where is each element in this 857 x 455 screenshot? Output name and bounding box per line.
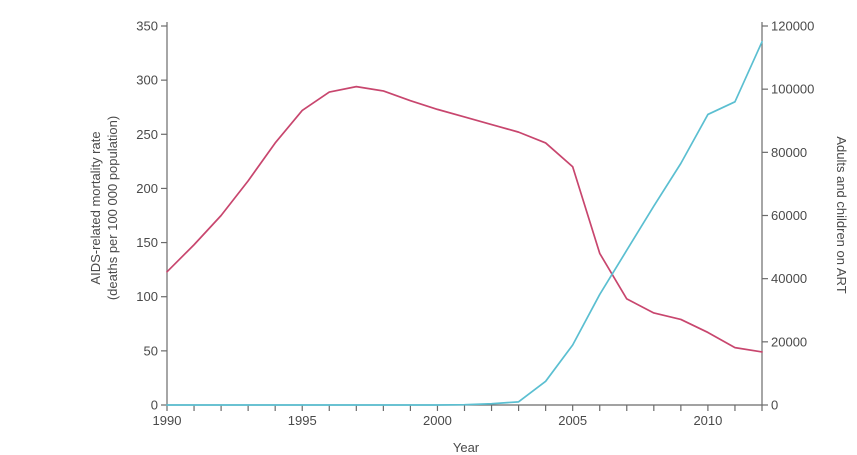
- left-y-tick-label: 200: [136, 181, 158, 196]
- left-y-axis-title-line2: (deaths per 100 000 population): [105, 116, 120, 300]
- art-series-line: [166, 40, 763, 406]
- left-y-tick-label: 50: [144, 343, 158, 358]
- left-y-axis-title-line1: AIDS-related mortality rate: [88, 131, 103, 284]
- series: [166, 40, 763, 406]
- x-tick-label: 2005: [558, 413, 587, 428]
- right-y-tick-label: 0: [771, 398, 778, 413]
- ticks: 0 50 100 150 200 250 300 350 0 20000 40000 60000 800…: [136, 19, 814, 429]
- right-y-axis-title: Adults and children on ART: [834, 136, 849, 293]
- mortality-series-line: [166, 85, 763, 353]
- x-tick-label: 1990: [153, 413, 182, 428]
- left-y-tick-label: 250: [136, 127, 158, 142]
- x-tick-label: 2000: [423, 413, 452, 428]
- right-y-tick-label: 20000: [771, 334, 807, 349]
- left-y-tick-label: 300: [136, 73, 158, 88]
- right-y-axis-title-group: Adults and children on ART: [834, 136, 849, 293]
- right-y-tick-label: 120000: [771, 19, 814, 34]
- left-y-tick-label: 100: [136, 289, 158, 304]
- left-y-tick-label: 350: [136, 19, 158, 34]
- left-y-axis-title: AIDS-related mortality rate (deaths per …: [88, 116, 120, 300]
- axes: [166, 22, 763, 406]
- right-y-tick-label: 60000: [771, 208, 807, 223]
- left-y-tick-label: 150: [136, 235, 158, 250]
- left-y-tick-label: 0: [151, 398, 158, 413]
- x-tick-label: 2010: [693, 413, 722, 428]
- right-y-tick-label: 100000: [771, 82, 814, 97]
- x-tick-label: 1995: [288, 413, 317, 428]
- right-y-tick-label: 40000: [771, 271, 807, 286]
- x-axis-title: Year: [453, 440, 480, 455]
- right-y-tick-label: 80000: [771, 145, 807, 160]
